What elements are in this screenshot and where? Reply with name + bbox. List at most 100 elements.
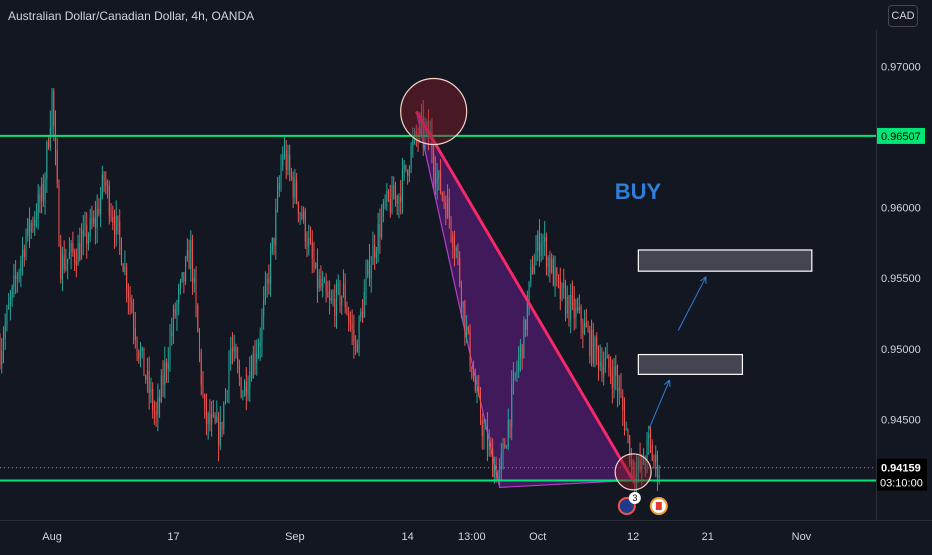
event-icon-cad[interactable] — [651, 498, 667, 514]
candle-body — [477, 387, 478, 391]
candle-body — [386, 191, 387, 202]
candle-body — [555, 268, 556, 286]
candle-body — [390, 199, 391, 212]
candle-body — [48, 142, 49, 147]
bottom-circle-marker[interactable] — [615, 454, 651, 490]
candle-body — [485, 428, 486, 429]
candle-body — [449, 198, 450, 218]
candle-body — [142, 348, 143, 352]
candle-body — [313, 258, 314, 267]
candle-body — [659, 475, 660, 477]
top-circle-marker[interactable] — [401, 78, 467, 144]
candle-body — [619, 388, 620, 392]
candle-body — [41, 184, 42, 201]
event-icon-aud[interactable]: 3 — [619, 492, 641, 514]
candle-body — [444, 196, 445, 202]
candle-body — [296, 180, 297, 202]
candle-body — [246, 381, 247, 395]
candle-body — [187, 250, 188, 259]
candle-body — [627, 429, 628, 435]
candle-body — [201, 352, 202, 384]
candle-body — [211, 414, 212, 424]
time-tick-label: Sep — [285, 531, 305, 543]
candle-body — [143, 348, 144, 376]
candle-body — [626, 429, 627, 430]
candle-body — [57, 150, 58, 183]
candle-body — [307, 242, 308, 248]
candle-body — [511, 385, 512, 426]
candle-body — [398, 195, 399, 204]
candle-body — [164, 363, 165, 385]
candle-body — [95, 218, 96, 228]
candle-body — [183, 272, 184, 281]
candle-body — [60, 245, 61, 279]
candle-body — [504, 444, 505, 448]
candle-body — [608, 355, 609, 368]
candle-body — [516, 370, 517, 374]
candle-body — [256, 354, 257, 362]
candle-body — [499, 468, 500, 472]
candle-body — [112, 217, 113, 223]
candle-body — [62, 255, 63, 279]
candle-body — [308, 238, 309, 247]
candle-body — [334, 299, 335, 316]
candle-body — [452, 236, 453, 247]
candle-body — [471, 366, 472, 377]
candle-body — [468, 327, 469, 331]
candle-body — [404, 165, 405, 170]
candle-body — [78, 243, 79, 265]
arrow-1[interactable] — [649, 380, 670, 429]
candle-body — [97, 209, 98, 227]
candle-body — [27, 219, 28, 236]
currency-button[interactable]: CAD — [888, 5, 918, 27]
candle-body — [192, 240, 193, 282]
candle-body — [230, 349, 231, 364]
candle-body — [149, 371, 150, 393]
candle-body — [378, 224, 379, 251]
candle-body — [208, 413, 209, 424]
candle-body — [194, 278, 195, 283]
candle-body — [397, 196, 398, 205]
price-tick-label: 0.95500 — [881, 273, 921, 285]
candle-body — [123, 264, 124, 272]
candle-body — [530, 267, 531, 282]
candle-body — [79, 243, 80, 259]
candle-body — [605, 359, 606, 367]
candle-body — [494, 465, 495, 477]
candle-body — [253, 353, 254, 378]
candle-body — [244, 381, 245, 396]
candle-body — [69, 253, 70, 259]
candle-body — [563, 283, 564, 288]
candle-body — [249, 372, 250, 389]
candle-body — [562, 283, 563, 299]
candle-body — [596, 337, 597, 349]
candle-body — [367, 261, 368, 276]
candle-body — [492, 448, 493, 477]
candle-body — [189, 250, 190, 269]
time-tick-label: 12 — [627, 531, 639, 543]
candle-body — [261, 317, 262, 343]
price-tick-label: 0.94500 — [881, 415, 921, 427]
candle-body — [168, 363, 169, 370]
candle-body — [220, 422, 221, 445]
candle-body — [178, 289, 179, 303]
candle-body — [317, 263, 318, 288]
candle-body — [46, 142, 47, 179]
candle-body — [579, 307, 580, 311]
candle-body — [541, 243, 542, 256]
candle-body — [98, 209, 99, 214]
event-count-label: 3 — [632, 493, 637, 503]
candle-body — [239, 366, 240, 378]
candle-body — [284, 150, 285, 154]
candle-body — [180, 281, 181, 290]
arrow-2[interactable] — [678, 277, 706, 331]
candle-body — [19, 271, 20, 277]
target-box-2[interactable] — [638, 250, 811, 271]
candle-body — [31, 223, 32, 233]
candle-body — [289, 154, 290, 170]
candle-body — [274, 238, 275, 245]
candle-body — [215, 415, 216, 422]
target-box-1[interactable] — [638, 355, 742, 375]
